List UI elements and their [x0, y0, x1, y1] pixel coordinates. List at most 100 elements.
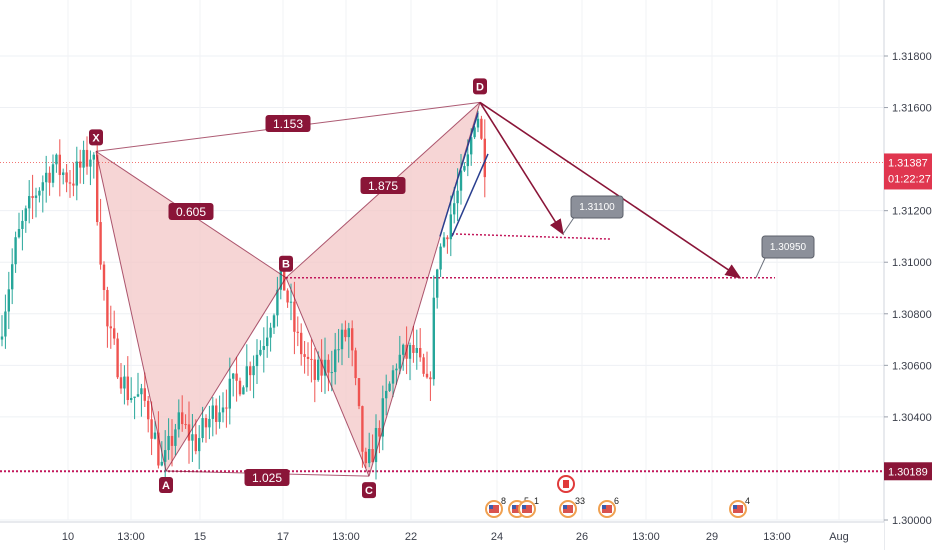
candle-body — [235, 373, 238, 381]
candle-body — [323, 359, 327, 376]
event-marker-us[interactable]: 8 — [485, 496, 506, 518]
candle-body — [293, 301, 296, 332]
candle-body — [218, 412, 221, 422]
candle-body — [476, 118, 480, 128]
candle-body — [483, 138, 486, 178]
candle-body — [11, 264, 14, 290]
candle-body — [337, 349, 340, 351]
candle-body — [167, 435, 170, 451]
flag-stripes — [563, 505, 573, 513]
candle-body — [442, 237, 446, 247]
candle-body — [181, 412, 184, 425]
point-label-a: A — [162, 480, 170, 492]
candle-body — [313, 359, 316, 380]
candle-body — [225, 407, 228, 409]
candle-body — [123, 376, 126, 389]
candle-body — [459, 170, 463, 191]
target-arrow-1 — [479, 101, 564, 236]
pattern-leg-XA — [95, 151, 167, 472]
candle-body — [289, 301, 293, 303]
candle-body — [395, 368, 398, 371]
candle-body — [480, 118, 483, 139]
time-axis[interactable]: 10 13:00 15 17 13:00 22 24 26 13:00 29 13:00 Aug — [0, 521, 884, 550]
candle-body — [194, 434, 197, 452]
flag-canton — [733, 505, 737, 509]
target-arrows — [479, 101, 742, 279]
candle-body — [259, 349, 262, 355]
candle-body — [252, 366, 255, 376]
point-label-x-bg — [89, 129, 103, 146]
candle-body — [354, 350, 357, 379]
candle-body — [432, 297, 435, 380]
flag-canton — [522, 505, 526, 509]
candle-body — [453, 203, 456, 215]
candle-body — [211, 405, 214, 419]
candle-body — [68, 182, 72, 184]
candle-body — [463, 166, 466, 171]
ratio-label: 1.153 — [273, 117, 303, 131]
candle-body — [7, 289, 10, 312]
pattern-labels: X A B C D 0.605 1.875 1.153 1.025 1.31100 1.30950 — [89, 78, 815, 499]
event-marker-us[interactable]: 4 — [729, 496, 750, 518]
candle-body — [143, 388, 146, 401]
x-tick-label: 22 — [405, 531, 417, 543]
ratio-badge-bg — [265, 115, 311, 132]
last-price-tag — [884, 153, 932, 190]
event-markers[interactable]: 8513364 — [485, 475, 750, 518]
candle-body — [147, 400, 150, 420]
candle-body — [187, 424, 191, 441]
candle-body — [153, 432, 157, 439]
candle-body — [150, 419, 153, 439]
ratio-label: 1.025 — [252, 471, 282, 485]
candle-body — [38, 190, 41, 196]
flag-stripes — [602, 505, 612, 513]
event-marker-ca[interactable] — [557, 475, 575, 493]
candle-body — [405, 344, 408, 359]
event-marker-us[interactable]: 1 — [518, 496, 539, 518]
x-tick-label: 29 — [706, 531, 718, 543]
event-marker-us[interactable]: 6 — [598, 496, 619, 518]
candle-body — [65, 172, 68, 183]
candle-body — [198, 438, 201, 452]
y-tick-label: 1.31800 — [892, 51, 932, 63]
candle-body — [279, 268, 282, 290]
candle-body — [48, 172, 51, 183]
callout-box — [761, 235, 815, 259]
price-axis[interactable]: 1.31800 1.31600 1.31200 1.31000 1.30800 1.306… — [883, 0, 932, 550]
candle-body — [184, 424, 187, 426]
candle-body — [245, 366, 248, 388]
point-label-c-bg — [362, 482, 376, 499]
candle-body — [266, 337, 269, 347]
candle-body — [412, 344, 415, 353]
candle-body — [34, 195, 38, 198]
x-tick-label: 10 — [62, 531, 74, 543]
harmonic-pattern-lines — [95, 101, 489, 477]
candle-body — [286, 290, 289, 303]
candle-body — [31, 196, 34, 198]
candle-body — [0, 336, 4, 340]
flag-stripes — [733, 505, 743, 513]
flag-stripes — [512, 505, 522, 513]
candle-body — [157, 432, 160, 466]
candle-body — [320, 359, 323, 376]
candle-body — [51, 164, 55, 183]
candle-body — [208, 418, 211, 428]
candle-body — [429, 377, 432, 380]
candle-body — [119, 377, 123, 389]
x-tick-label: 13:00 — [632, 531, 660, 543]
event-marker-us[interactable]: 33 — [559, 496, 585, 518]
target-arrow-2 — [479, 101, 742, 279]
candle-body — [425, 373, 429, 378]
y-tick-label: 1.31000 — [892, 257, 932, 269]
candle-body — [79, 161, 82, 168]
price-axis-bg — [884, 0, 932, 550]
candle-body — [85, 149, 89, 167]
channel-line-upper — [439, 112, 479, 237]
candle-body — [327, 359, 330, 373]
candle-body — [330, 372, 333, 374]
candle-body — [140, 388, 143, 395]
candle-body — [371, 449, 374, 463]
last-price-value: 1.31387 — [888, 157, 928, 169]
flag-canton — [602, 505, 606, 509]
